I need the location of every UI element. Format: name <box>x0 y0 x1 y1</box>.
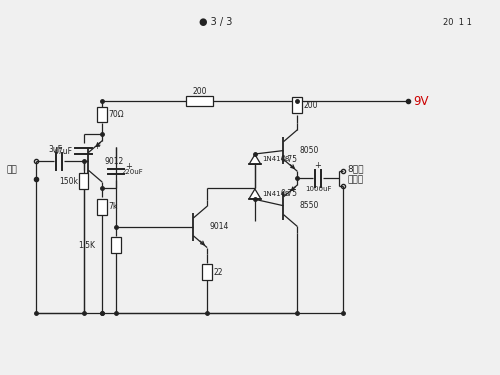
Text: 0.75: 0.75 <box>280 189 297 198</box>
Text: 1.5K: 1.5K <box>78 241 96 250</box>
Text: ● 3 / 3: ● 3 / 3 <box>199 18 232 27</box>
Text: +: + <box>93 142 100 151</box>
Text: 200: 200 <box>303 101 318 110</box>
Bar <box>98 107 107 123</box>
Text: 8550: 8550 <box>300 201 319 210</box>
Text: 3uF: 3uF <box>48 145 62 154</box>
Bar <box>78 173 88 189</box>
Bar <box>292 98 302 113</box>
Text: +: + <box>126 162 132 171</box>
Bar <box>202 264 212 280</box>
Text: 200: 200 <box>192 87 207 96</box>
Text: 9012: 9012 <box>104 157 124 166</box>
Text: 1N4148: 1N4148 <box>262 156 290 162</box>
Text: 9V: 9V <box>414 95 429 108</box>
Text: 150k: 150k <box>59 177 78 186</box>
Text: 220uF: 220uF <box>122 169 144 175</box>
Text: +: + <box>314 161 322 170</box>
Text: 47uF: 47uF <box>54 147 72 156</box>
Bar <box>111 237 121 253</box>
Text: 20  1 1: 20 1 1 <box>443 18 472 27</box>
Text: 8050: 8050 <box>300 146 319 155</box>
Text: 7k: 7k <box>108 202 118 211</box>
Text: 8欧姆
扬声器: 8欧姆 扬声器 <box>348 165 364 184</box>
Polygon shape <box>249 154 261 164</box>
Text: 0.75: 0.75 <box>280 155 297 164</box>
Text: 9014: 9014 <box>210 222 229 231</box>
Bar <box>98 199 107 214</box>
Text: 70Ω: 70Ω <box>108 110 124 119</box>
Text: 1000uF: 1000uF <box>304 186 331 192</box>
Text: 1N4148: 1N4148 <box>262 191 290 197</box>
Polygon shape <box>249 189 261 199</box>
Text: 22: 22 <box>213 268 222 277</box>
Bar <box>186 96 214 106</box>
Text: 输入: 输入 <box>6 166 17 175</box>
